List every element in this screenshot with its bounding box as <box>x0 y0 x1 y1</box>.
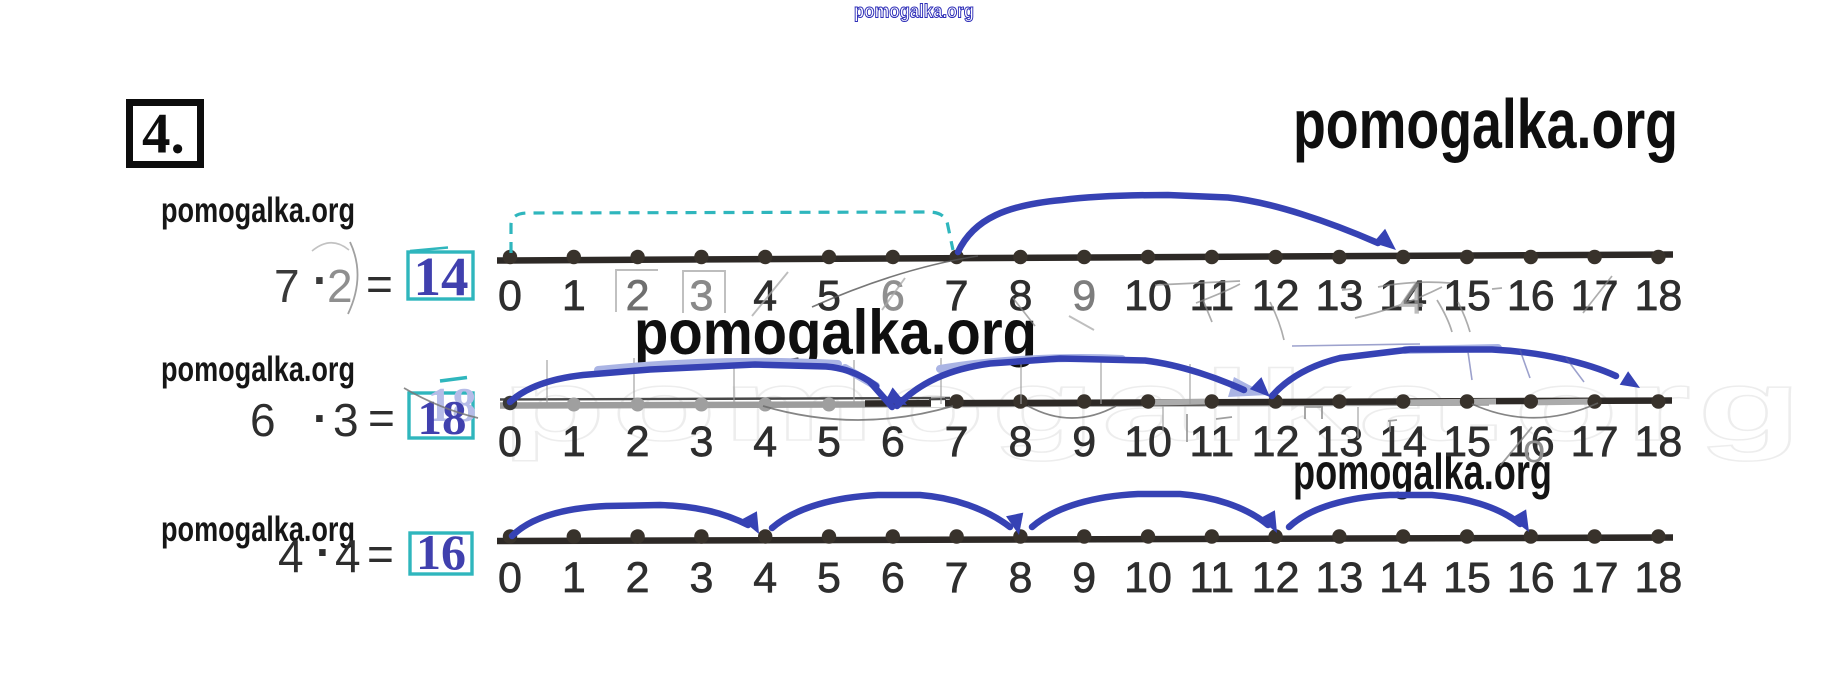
svg-text:10: 10 <box>1124 418 1172 466</box>
svg-text:2: 2 <box>626 418 650 466</box>
svg-text:0: 0 <box>498 554 522 602</box>
svg-text:14: 14 <box>1379 272 1427 320</box>
svg-text:1: 1 <box>562 272 586 320</box>
svg-text:11: 11 <box>1189 554 1234 602</box>
svg-text:16: 16 <box>1507 554 1555 602</box>
svg-text:5: 5 <box>817 418 841 466</box>
svg-text:7: 7 <box>945 272 969 320</box>
svg-text:pomogalka.org: pomogalka.org <box>854 2 974 23</box>
svg-text:17: 17 <box>1571 554 1619 602</box>
svg-text:12: 12 <box>1252 272 1300 320</box>
svg-text:9: 9 <box>1072 554 1096 602</box>
svg-text:13: 13 <box>1315 554 1363 602</box>
svg-text:pomogalka.org: pomogalka.org <box>161 510 355 549</box>
svg-text:6: 6 <box>881 418 905 466</box>
svg-text:10: 10 <box>1124 272 1172 320</box>
svg-text:16: 16 <box>416 524 466 580</box>
svg-text:15: 15 <box>1443 554 1491 602</box>
svg-text:18: 18 <box>1634 418 1682 466</box>
svg-text:14: 14 <box>1379 554 1427 602</box>
svg-text:0: 0 <box>498 272 522 320</box>
svg-text:4: 4 <box>753 272 777 320</box>
svg-text:2: 2 <box>327 260 353 312</box>
svg-text:8: 8 <box>1008 554 1032 602</box>
svg-text:17: 17 <box>1571 272 1619 320</box>
svg-text:17: 17 <box>1571 418 1619 466</box>
svg-text:13: 13 <box>1315 418 1363 466</box>
svg-text:4: 4 <box>278 530 304 582</box>
svg-text:18: 18 <box>1634 554 1682 602</box>
svg-text:14: 14 <box>1379 418 1427 466</box>
svg-text:15: 15 <box>1443 272 1491 320</box>
svg-text:2: 2 <box>626 272 650 320</box>
svg-text:10: 10 <box>1124 554 1172 602</box>
svg-text:14: 14 <box>414 246 469 307</box>
svg-text:4.: 4. <box>142 103 185 166</box>
svg-text:pomogalka.org: pomogalka.org <box>161 350 355 389</box>
svg-text:16: 16 <box>1507 418 1555 466</box>
svg-text:=: = <box>367 528 394 580</box>
svg-text:8: 8 <box>1008 272 1032 320</box>
svg-text:=: = <box>366 258 393 310</box>
svg-text:=: = <box>368 392 395 444</box>
svg-text:12: 12 <box>1252 418 1300 466</box>
svg-text:3: 3 <box>689 554 713 602</box>
svg-text:7: 7 <box>274 260 300 312</box>
svg-text:0: 0 <box>498 418 522 466</box>
svg-text:16: 16 <box>1507 272 1555 320</box>
svg-text:1: 1 <box>562 418 586 466</box>
svg-text:pomogalka.org: pomogalka.org <box>1293 444 1552 500</box>
svg-text:9: 9 <box>1072 418 1096 466</box>
svg-text:7: 7 <box>945 554 969 602</box>
svg-text:9: 9 <box>1072 272 1096 320</box>
svg-text:7: 7 <box>945 418 969 466</box>
svg-text:15: 15 <box>1443 418 1491 466</box>
svg-text:8: 8 <box>1008 418 1032 466</box>
svg-text:3: 3 <box>689 272 713 320</box>
svg-text:2: 2 <box>626 554 650 602</box>
svg-text:5: 5 <box>817 272 841 320</box>
svg-text:·: · <box>313 392 328 444</box>
svg-text:18: 18 <box>1634 272 1682 320</box>
svg-text:pomogalka.org: pomogalka.org <box>634 298 1037 368</box>
svg-text:13: 13 <box>1315 272 1363 320</box>
svg-text:4: 4 <box>1400 275 1424 323</box>
svg-text:o: o <box>1523 427 1545 471</box>
svg-text:4: 4 <box>335 530 361 582</box>
svg-text:·: · <box>313 254 328 306</box>
svg-text:5: 5 <box>817 554 841 602</box>
svg-text:6: 6 <box>250 394 276 446</box>
svg-text:6: 6 <box>881 554 905 602</box>
svg-text:pomogalka.org: pomogalka.org <box>161 191 355 230</box>
svg-text:12: 12 <box>1252 554 1300 602</box>
svg-text:pomogalka.org: pomogalka.org <box>1293 85 1678 163</box>
svg-text:4: 4 <box>753 418 777 466</box>
svg-text:3: 3 <box>689 418 713 466</box>
svg-text:1: 1 <box>562 554 586 602</box>
svg-text:·: · <box>316 526 331 578</box>
svg-text:11: 11 <box>1189 418 1234 466</box>
svg-text:3: 3 <box>333 394 359 446</box>
svg-text:4: 4 <box>753 554 777 602</box>
